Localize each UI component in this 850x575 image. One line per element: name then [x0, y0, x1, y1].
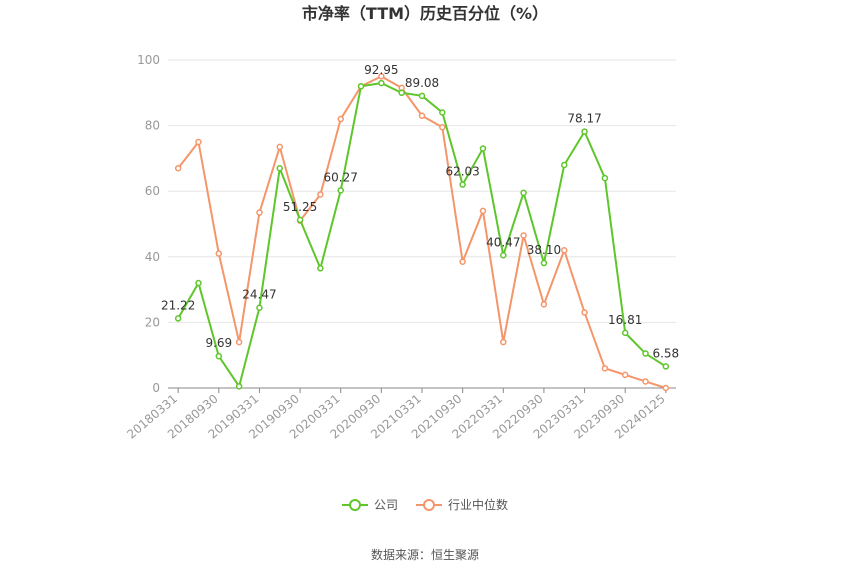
data-point — [378, 73, 385, 80]
y-tick-label: 20 — [145, 315, 160, 329]
data-point — [540, 259, 548, 267]
data-label: 51.25 — [283, 200, 317, 214]
data-point — [337, 187, 344, 194]
data-point — [601, 365, 609, 372]
data-point — [439, 123, 446, 131]
data-point — [500, 252, 507, 259]
data-point — [276, 164, 284, 172]
legend-swatch-company — [341, 498, 368, 512]
data-label: 62.03 — [445, 165, 479, 179]
data-point — [479, 145, 487, 152]
data-point — [642, 378, 649, 385]
y-tick-label: 100 — [137, 53, 160, 67]
data-point — [479, 207, 487, 215]
series-lines — [174, 73, 670, 392]
data-label: 40.47 — [486, 235, 520, 249]
data-labels: 21.22 9.69 24.47 51.25 60.27 92.95 89.08 62.03 4… — [161, 63, 679, 360]
data-point — [662, 384, 670, 392]
legend-label-company: 公司 — [373, 498, 398, 512]
data-point — [276, 143, 284, 151]
data-point — [317, 265, 324, 272]
data-label: 89.08 — [405, 76, 439, 90]
data-label: 21.22 — [161, 298, 195, 312]
data-point — [398, 89, 405, 97]
data-point — [357, 82, 365, 90]
legend-label-industry-median: 行业中位数 — [448, 498, 509, 512]
data-point — [317, 191, 324, 198]
data-label: 6.58 — [652, 346, 679, 360]
y-tick-label: 80 — [145, 119, 160, 133]
data-point — [662, 363, 670, 370]
data-point — [540, 301, 548, 308]
data-point — [378, 79, 385, 87]
data-point — [256, 209, 263, 216]
y-tick-label: 0 — [152, 381, 160, 395]
grid-lines — [168, 59, 676, 323]
legend: 公司 行业中位数 — [0, 496, 850, 513]
data-point — [581, 309, 588, 316]
legend-item-industry-median[interactable]: 行业中位数 — [416, 496, 508, 513]
data-point — [296, 216, 304, 224]
data-point — [439, 109, 446, 116]
data-point — [601, 174, 609, 182]
data-point — [560, 246, 568, 254]
data-label: 92.95 — [364, 63, 398, 77]
legend-swatch-industry-median — [416, 498, 442, 512]
y-tick-label: 40 — [145, 250, 160, 264]
series-industry-median — [174, 73, 670, 392]
series-company — [174, 79, 670, 390]
data-point — [174, 164, 182, 172]
data-label: 9.69 — [205, 336, 232, 350]
data-point — [459, 258, 466, 265]
data-point — [195, 138, 202, 146]
data-point — [459, 181, 466, 188]
data-label: 16.81 — [608, 313, 642, 327]
data-point — [621, 371, 629, 379]
data-point — [256, 304, 263, 311]
data-label: 24.47 — [242, 288, 276, 302]
data-point — [520, 232, 527, 239]
data-label: 38.10 — [527, 243, 561, 257]
data-point — [500, 338, 507, 346]
chart-title: 市净率（TTM）历史百分位（%） — [301, 4, 549, 23]
data-label: 78.17 — [567, 112, 601, 126]
data-point — [418, 112, 426, 120]
y-tick-label: 60 — [145, 184, 160, 198]
data-point — [642, 350, 649, 357]
data-point — [235, 383, 243, 390]
data-point — [581, 128, 588, 135]
data-point — [621, 329, 629, 337]
data-point — [174, 315, 182, 322]
data-point — [215, 250, 223, 257]
data-point — [235, 338, 243, 346]
data-point — [337, 115, 344, 123]
source-note: 数据来源：恒生聚源 — [370, 548, 479, 562]
data-point — [215, 352, 223, 360]
data-point — [195, 279, 202, 287]
data-point — [520, 189, 527, 197]
data-point — [418, 92, 426, 100]
data-point — [560, 161, 568, 169]
legend-item-company[interactable]: 公司 — [341, 496, 398, 513]
series-line — [177, 82, 667, 388]
data-label: 60.27 — [324, 170, 358, 184]
x-axis-ticks: 2018033120180930201903312019093020200331… — [124, 388, 668, 442]
y-axis-ticks: 0 20 40 60 80 100 — [137, 53, 160, 395]
